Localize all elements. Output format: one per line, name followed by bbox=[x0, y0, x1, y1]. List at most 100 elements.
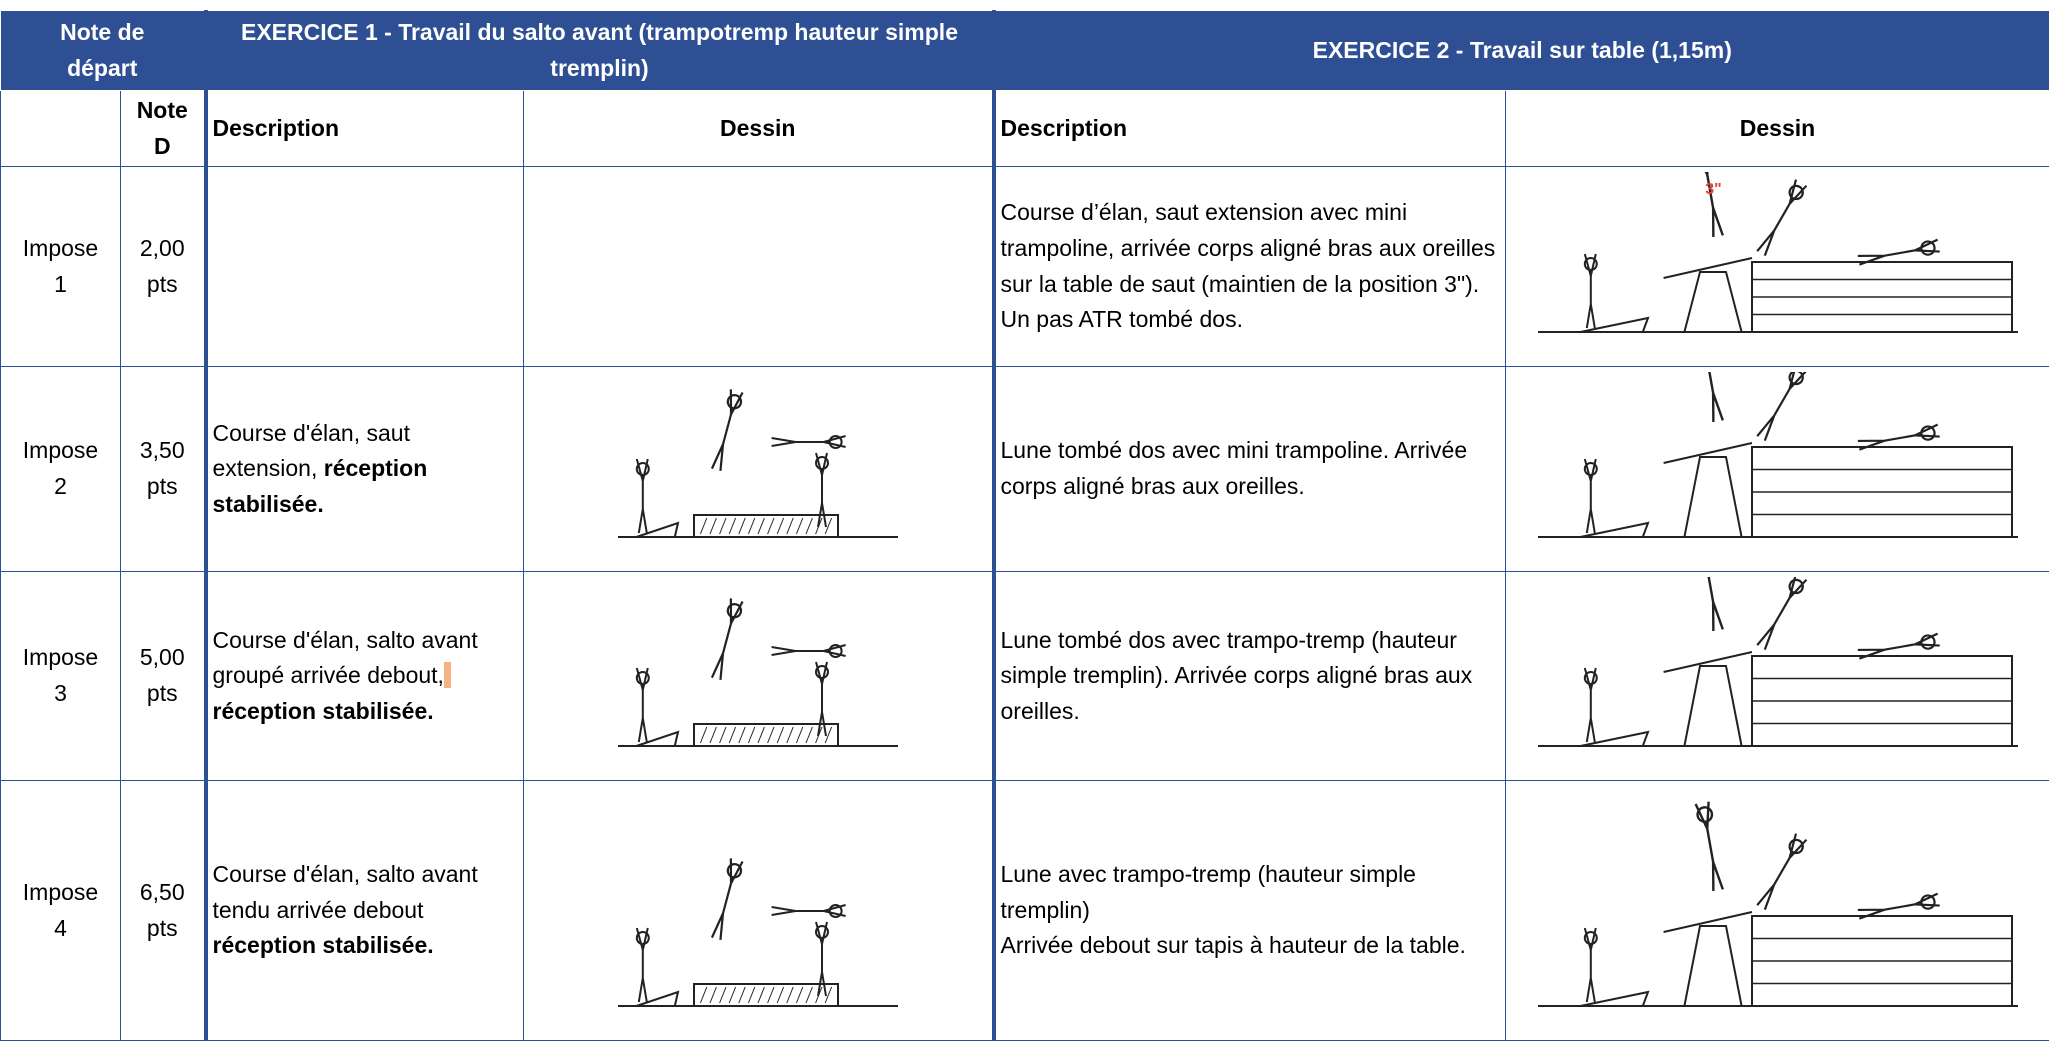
mat-hatch bbox=[795, 986, 804, 1003]
description-text: réception stabilisée. bbox=[212, 455, 428, 517]
mat-hatch bbox=[824, 517, 832, 534]
description-cell: Lune tombé dos avec trampo-tremp (hauteu… bbox=[991, 571, 1506, 781]
drawing-cell bbox=[1505, 571, 2049, 781]
figure bbox=[771, 434, 846, 449]
row-name: Impose 4 bbox=[22, 878, 99, 941]
description-text: Lune avec trampo-tremp (hauteur simple t… bbox=[1000, 861, 1466, 959]
figure-body bbox=[771, 643, 846, 657]
springboard bbox=[1579, 521, 1650, 538]
mat-hatch bbox=[738, 726, 746, 743]
springboard bbox=[1579, 316, 1650, 333]
figure-head bbox=[1788, 371, 1804, 385]
column-header: Dessin bbox=[1505, 90, 2049, 167]
figure-body bbox=[1755, 371, 1807, 441]
drawing bbox=[1537, 371, 2018, 538]
description-cell bbox=[203, 166, 524, 367]
figure-body bbox=[1755, 576, 1807, 650]
figure bbox=[1694, 171, 1724, 237]
column-row: Note D Description Dessin Description De… bbox=[0, 90, 2049, 167]
mat-hatch bbox=[786, 986, 794, 1003]
table-row: Impose 1 2,00 pts Course d’élan, saut exte… bbox=[0, 166, 2049, 367]
drawing-cell bbox=[523, 166, 994, 367]
figure-body bbox=[710, 857, 744, 940]
description-text: Course d'élan, saut extension, bbox=[212, 419, 410, 482]
figure bbox=[771, 643, 846, 658]
mat-hatch bbox=[757, 986, 765, 1003]
column-header bbox=[0, 90, 121, 167]
mat-hatch bbox=[776, 986, 784, 1003]
column-header: Description bbox=[203, 90, 524, 167]
figure-body bbox=[1583, 667, 1597, 742]
mat-hatch bbox=[757, 517, 765, 534]
figure bbox=[814, 452, 829, 527]
figure bbox=[1755, 576, 1807, 650]
mat-hatch bbox=[718, 726, 727, 743]
figure-body bbox=[814, 921, 828, 996]
drawing bbox=[617, 857, 898, 1007]
figure bbox=[710, 388, 744, 471]
drawing-cell bbox=[523, 571, 994, 781]
mat-hatch bbox=[757, 726, 765, 743]
mat-hatch bbox=[728, 986, 736, 1003]
springboard bbox=[635, 729, 680, 747]
springboard bbox=[635, 989, 680, 1007]
figure bbox=[1755, 371, 1807, 441]
mat-hatch bbox=[709, 726, 717, 743]
description-text: réception stabilisée. bbox=[212, 932, 434, 959]
description-text: réception stabilisée. bbox=[212, 697, 434, 724]
mat-hatch bbox=[805, 726, 813, 743]
mat-hatch bbox=[747, 517, 756, 534]
figure bbox=[710, 597, 744, 680]
figure-body bbox=[635, 458, 649, 533]
figure bbox=[1755, 832, 1807, 910]
figure bbox=[1755, 178, 1807, 256]
figure-body bbox=[1694, 801, 1724, 891]
figure bbox=[1857, 423, 1940, 451]
exercise-table: Note de départ EXERCICE 1 - Travail du s… bbox=[0, 10, 2049, 1041]
note-cell: 2,00 pts bbox=[120, 166, 206, 367]
figure bbox=[1857, 892, 1940, 920]
mat-hatch bbox=[738, 986, 746, 1003]
figure bbox=[710, 857, 744, 940]
mat-hatch bbox=[805, 517, 813, 534]
vault-horse bbox=[1662, 910, 1752, 1006]
figure bbox=[1857, 238, 1940, 266]
figure-body bbox=[1755, 178, 1807, 256]
row-name-cell: Impose 4 bbox=[0, 780, 121, 1041]
row-name-cell: Impose 3 bbox=[0, 571, 121, 781]
figure-body bbox=[710, 388, 744, 471]
drawing: 3" bbox=[1537, 171, 2018, 333]
figure-body bbox=[635, 667, 649, 742]
figure bbox=[1583, 458, 1598, 533]
table-row: Impose 4 6,50 pts Course d'élan, salto ava… bbox=[0, 780, 2049, 1041]
landing-mat bbox=[692, 722, 839, 747]
column-header: Dessin bbox=[523, 90, 994, 167]
figure-body bbox=[1857, 892, 1940, 920]
springboard bbox=[1579, 730, 1650, 747]
row-name: Impose 1 bbox=[22, 234, 99, 297]
description-text: Lune tombé dos avec trampo-tremp (hauteu… bbox=[1000, 626, 1473, 724]
figure-body bbox=[1694, 171, 1724, 237]
figure-head bbox=[726, 602, 742, 618]
figure bbox=[1583, 927, 1598, 1002]
table-row: Impose 3 5,00 pts Course d'élan, salto ava… bbox=[0, 571, 2049, 781]
mat-hatch bbox=[699, 517, 708, 534]
vault-horse bbox=[1662, 441, 1752, 537]
row-name: Impose 3 bbox=[22, 644, 99, 706]
row-name-cell: Impose 1 bbox=[0, 166, 121, 367]
table-row: Impose 2 3,50 pts Course d'élan, saut exte… bbox=[0, 366, 2049, 572]
mat-hatch bbox=[795, 517, 804, 534]
figure-body bbox=[1694, 371, 1724, 422]
note-cell: 3,50 pts bbox=[120, 366, 206, 572]
note-d: 2,00 pts bbox=[139, 234, 185, 297]
figure-head bbox=[726, 393, 742, 409]
description-cell: Lune tombé dos avec mini trampoline. Arr… bbox=[991, 366, 1506, 572]
mat-hatch bbox=[805, 986, 813, 1003]
description-text: Course d'élan, salto avant groupé arrivé… bbox=[212, 626, 478, 689]
drawing bbox=[1537, 576, 2018, 747]
mat-hatch bbox=[747, 986, 756, 1003]
figure bbox=[1583, 253, 1598, 328]
note-d: 3,50 pts bbox=[139, 437, 185, 499]
column-header: Description bbox=[991, 90, 1506, 167]
